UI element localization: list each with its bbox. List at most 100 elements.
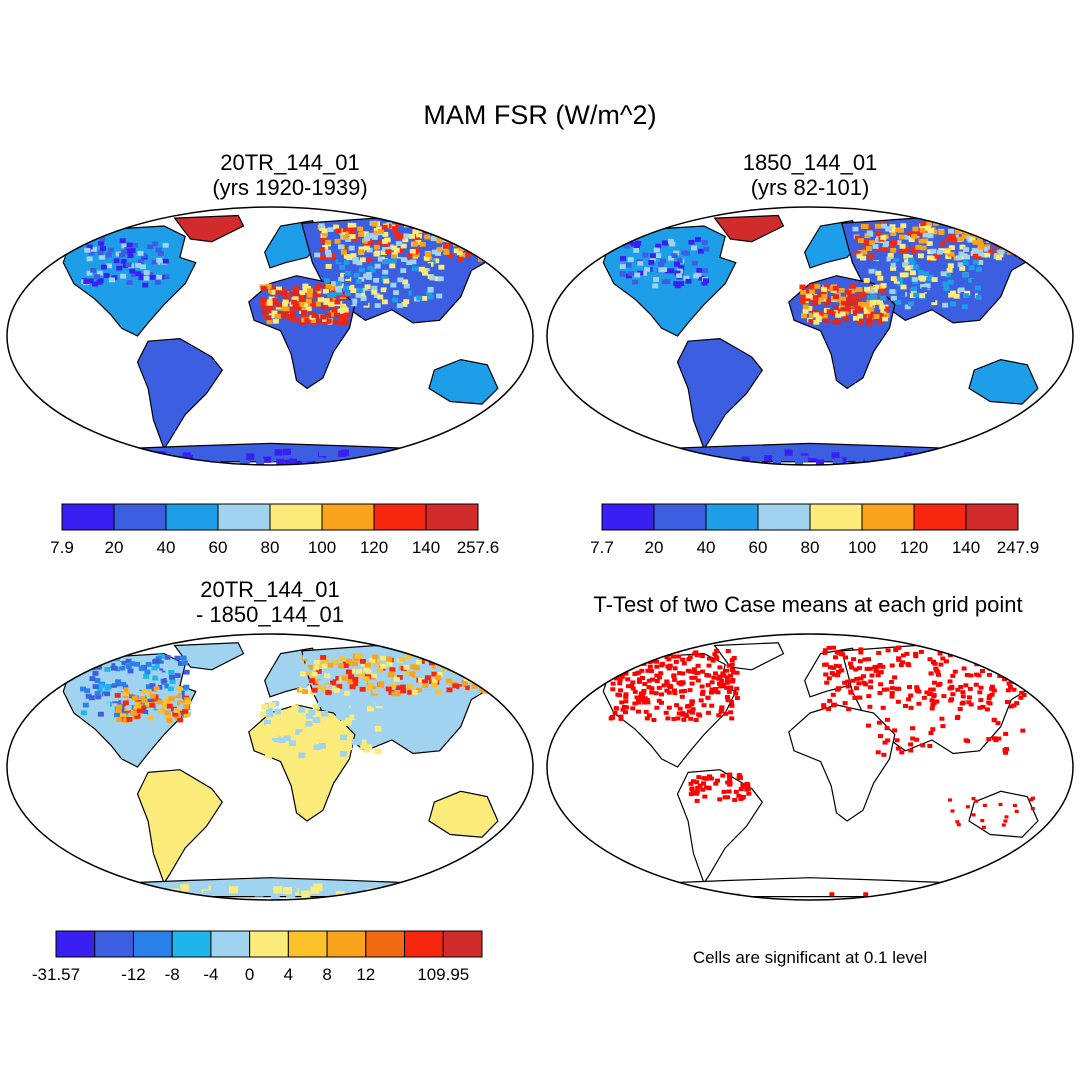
map-cell bbox=[291, 299, 298, 305]
map-cell bbox=[371, 285, 378, 291]
map-cell bbox=[954, 716, 960, 720]
map-cell bbox=[909, 293, 916, 298]
map-cell bbox=[700, 689, 706, 694]
map-cell bbox=[808, 319, 815, 324]
map-cell bbox=[423, 458, 432, 465]
map-cell bbox=[114, 693, 121, 698]
map-cell bbox=[288, 885, 298, 893]
map-cell bbox=[417, 222, 424, 228]
map-cell bbox=[823, 672, 829, 677]
map-cell bbox=[400, 688, 407, 694]
map-cell bbox=[904, 234, 910, 240]
map-cell bbox=[292, 296, 299, 302]
map-cell bbox=[425, 684, 432, 690]
map-cell bbox=[834, 457, 843, 465]
map-cell bbox=[92, 281, 98, 287]
map-cell bbox=[356, 669, 362, 675]
map-cell bbox=[154, 280, 161, 285]
map-cell bbox=[295, 729, 303, 735]
map-cell bbox=[310, 886, 320, 894]
map-cell bbox=[401, 302, 408, 307]
map-cell bbox=[147, 244, 154, 250]
map-cell bbox=[911, 234, 918, 239]
map-cell bbox=[126, 280, 133, 285]
map-cell bbox=[435, 666, 442, 671]
map-cell bbox=[891, 240, 898, 245]
map-cell bbox=[364, 672, 371, 677]
map-cell bbox=[999, 656, 1005, 661]
map-cell bbox=[317, 701, 325, 708]
map-cell bbox=[991, 234, 998, 240]
map-cell bbox=[636, 700, 642, 705]
map-cell bbox=[679, 893, 685, 898]
map-cell bbox=[826, 707, 831, 712]
map-cell bbox=[938, 662, 944, 667]
map-cell bbox=[326, 292, 333, 298]
map-cell bbox=[612, 711, 618, 715]
map-cell bbox=[313, 660, 320, 665]
map-cell bbox=[1004, 700, 1010, 704]
map-cell bbox=[934, 459, 943, 465]
map-cell bbox=[638, 657, 643, 662]
map-cell bbox=[975, 650, 981, 655]
map-cell bbox=[963, 652, 969, 657]
map-cell bbox=[356, 671, 363, 677]
map-cell bbox=[475, 228, 482, 233]
map-cell bbox=[414, 237, 421, 243]
map-cell bbox=[852, 696, 858, 700]
map-cell bbox=[1032, 651, 1038, 656]
map-cell bbox=[131, 695, 138, 701]
map-cell bbox=[346, 658, 353, 664]
map-cell bbox=[857, 238, 864, 243]
map-cell bbox=[620, 271, 627, 277]
map-cell bbox=[718, 684, 724, 689]
map-cell bbox=[681, 455, 689, 462]
map-cell bbox=[264, 752, 272, 759]
map-cell bbox=[109, 277, 115, 283]
map-cell bbox=[399, 669, 406, 675]
map-cell bbox=[900, 284, 907, 290]
map-cell bbox=[982, 803, 987, 807]
map-cell bbox=[964, 673, 970, 677]
map-cell bbox=[358, 677, 365, 683]
map-cell bbox=[164, 654, 171, 660]
map-cell bbox=[488, 670, 495, 676]
map-cell bbox=[354, 713, 362, 720]
map-cell bbox=[327, 890, 337, 898]
map-cell bbox=[353, 273, 360, 278]
map-cell bbox=[623, 694, 629, 699]
map-cell bbox=[320, 237, 327, 243]
map-cell bbox=[626, 684, 631, 689]
map-cell bbox=[671, 673, 677, 678]
map-cell bbox=[881, 752, 887, 757]
map-cell bbox=[987, 701, 993, 706]
map-cell bbox=[1020, 663, 1026, 668]
map-cell bbox=[120, 681, 127, 687]
colorbar-panel-3: -31.57 -12 -8 -4 0 4 8 12 109.95 bbox=[32, 930, 483, 984]
colorbar-2-label-1: 20 bbox=[645, 538, 664, 557]
map-cell bbox=[872, 665, 878, 669]
map-cell bbox=[435, 689, 442, 695]
map-cell bbox=[166, 718, 173, 723]
map-cell bbox=[623, 710, 628, 715]
map-cell bbox=[315, 457, 324, 464]
map-cell bbox=[99, 236, 106, 242]
map-cell bbox=[165, 715, 172, 721]
map-cell bbox=[90, 246, 97, 252]
map-cell bbox=[370, 686, 377, 691]
map-cell bbox=[689, 699, 695, 704]
map-cell bbox=[903, 457, 911, 465]
map-cell bbox=[848, 689, 854, 694]
map-cell bbox=[145, 684, 152, 690]
map-cell bbox=[817, 292, 824, 298]
map-cell bbox=[313, 744, 321, 750]
map-cell bbox=[464, 668, 471, 674]
map-cell bbox=[986, 649, 992, 654]
map-cell bbox=[880, 664, 886, 669]
map-panel-2 bbox=[546, 206, 1074, 466]
map-cell bbox=[890, 276, 897, 281]
map-cell bbox=[319, 743, 326, 749]
map-cell bbox=[931, 659, 936, 664]
map-cell bbox=[754, 457, 763, 465]
map-cell bbox=[411, 266, 418, 272]
